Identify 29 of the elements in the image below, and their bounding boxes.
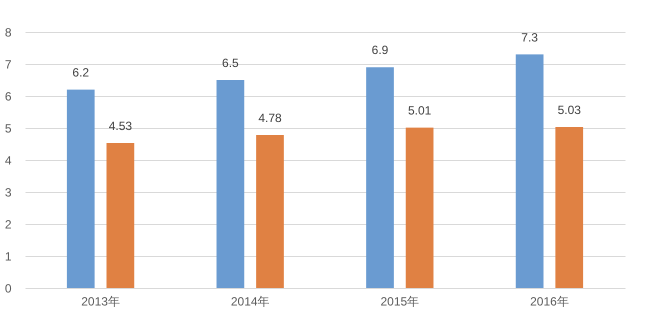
y-tick-label: 5 bbox=[4, 122, 12, 136]
bar bbox=[66, 90, 95, 288]
bar bbox=[256, 135, 284, 288]
x-tick-label: 2015年 bbox=[380, 294, 420, 308]
bar bbox=[216, 80, 244, 288]
data-label: 6.2 bbox=[72, 66, 90, 80]
data-label: 7.3 bbox=[521, 30, 538, 44]
bar bbox=[106, 143, 134, 288]
data-label: 6.5 bbox=[222, 56, 240, 70]
y-tick-label: 8 bbox=[4, 26, 12, 40]
bar bbox=[516, 54, 544, 288]
data-label: 4.53 bbox=[108, 119, 132, 134]
x-tick-label: 2016年 bbox=[530, 294, 569, 308]
y-tick-label: 6 bbox=[4, 90, 12, 104]
bar bbox=[366, 67, 394, 288]
data-label: 6.9 bbox=[372, 43, 389, 58]
y-tick-label: 1 bbox=[4, 250, 12, 264]
y-tick-label: 4 bbox=[4, 154, 12, 168]
y-tick-label: 3 bbox=[4, 186, 12, 200]
x-tick-label: 2013年 bbox=[81, 294, 120, 308]
data-label: 4.78 bbox=[258, 111, 282, 126]
bar bbox=[406, 128, 434, 288]
data-label: 5.03 bbox=[558, 103, 582, 118]
y-tick-label: 0 bbox=[4, 282, 12, 296]
data-label: 5.01 bbox=[408, 104, 432, 118]
y-tick-label: 2 bbox=[4, 218, 12, 232]
y-tick-label: 7 bbox=[4, 58, 12, 72]
x-tick-label: 2014年 bbox=[230, 294, 270, 308]
bar bbox=[555, 127, 584, 288]
